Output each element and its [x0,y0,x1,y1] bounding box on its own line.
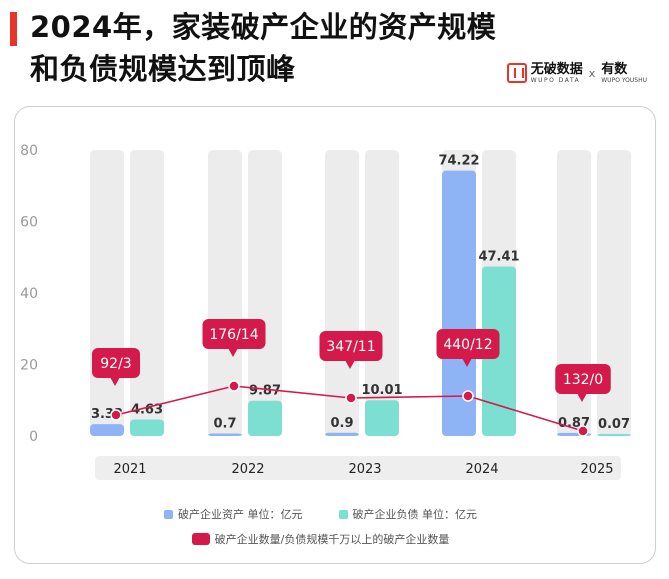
partner-brand-subtitle: WUPO YOUSHU [601,76,647,84]
bar-background [208,150,242,436]
legend-label-count: 破产企业数量/负债规模千万以上的破产企业数量 [214,533,450,546]
bar-assets [90,424,124,436]
brand-name: 无破数据 [530,61,583,77]
y-tick-label: 20 [20,358,38,374]
data-label-liabilities: 47.41 [478,250,519,265]
line-point [345,392,357,404]
line-label-bubble-tail [462,358,472,367]
bar-liabilities [597,434,631,436]
bar-assets [442,170,476,436]
line-data-label: 440/12 [443,337,492,353]
y-tick-label: 60 [20,215,38,231]
bar-background [130,150,164,436]
data-label-assets: 0.9 [330,416,353,431]
chart-title: 2024年，家装破产企业的资产规模和负债规模达到顶峰 [30,10,497,86]
line-point [462,390,474,402]
x-tick-label: 2023 [348,462,381,477]
legend-item-count: 破产企业数量/负债规模千万以上的破产企业数量 [191,531,450,547]
line-point [228,380,240,392]
line-point [577,425,589,437]
y-tick-label: 80 [20,143,38,159]
data-label-liabilities: 9.87 [249,384,281,399]
y-tick-label: 0 [29,429,38,445]
legend-label-assets: 破产企业资产 单位：亿元 [178,508,303,521]
data-label-assets: 74.22 [438,154,479,169]
legend-swatch-assets [164,509,173,519]
legend-label-liabilities: 破产企业负债 单位：亿元 [352,508,478,521]
bar-assets [208,433,242,436]
line-data-label: 132/0 [563,372,603,388]
line-label-bubble [555,364,611,394]
x-tick-label: 2021 [113,462,146,477]
brand-subtitle: WUPO DATA [530,76,581,84]
line-label-bubble [202,319,266,349]
line-label-bubble-tail [577,393,587,402]
bar-liabilities [130,419,164,436]
line-point [110,409,122,421]
bar-liabilities [248,400,282,436]
legend-bubble-icon [191,533,210,545]
brand-logo-group: 无破数据 WUPO DATA x 有数 WUPO YOUSHU [506,60,647,86]
data-label-liabilities: 0.07 [598,417,630,432]
partner-brand-name: 有数 [601,61,628,77]
legend-item-assets: 破产企业资产 单位：亿元 [164,506,303,522]
x-axis-band [95,456,621,480]
line-label-bubble-tail [228,348,238,357]
legend-swatch-liabilities [338,509,348,519]
line-label-bubble [92,348,140,378]
y-tick-label: 40 [20,286,38,302]
bar-background [90,150,124,436]
legend-item-liabilities: 破产企业负债 单位：亿元 [338,506,478,522]
brand-separator: x [588,66,596,80]
bar-liabilities [365,400,399,436]
bar-background [248,150,282,436]
title-accent-bar [10,12,17,46]
x-tick-label: 2024 [465,462,498,477]
x-tick-label: 2025 [580,462,613,477]
line-label-bubble-tail [110,377,120,386]
line-data-label: 176/14 [209,327,258,343]
data-label-liabilities: 10.01 [361,383,402,398]
line-label-bubble-tail [345,360,355,369]
bar-assets [325,432,359,436]
data-label-assets: 0.7 [213,416,236,431]
line-data-label: 347/11 [326,339,375,355]
wupo-logo-icon [506,63,527,83]
chart-legend: 破产企业资产 单位：亿元 破产企业负债 单位：亿元 破产企业数量/负债规模千万以… [0,506,669,547]
line-label-bubble [319,331,383,361]
bar-background [365,150,399,436]
line-label-bubble [436,329,500,359]
x-tick-label: 2022 [231,462,264,477]
line-data-label: 92/3 [100,356,131,372]
